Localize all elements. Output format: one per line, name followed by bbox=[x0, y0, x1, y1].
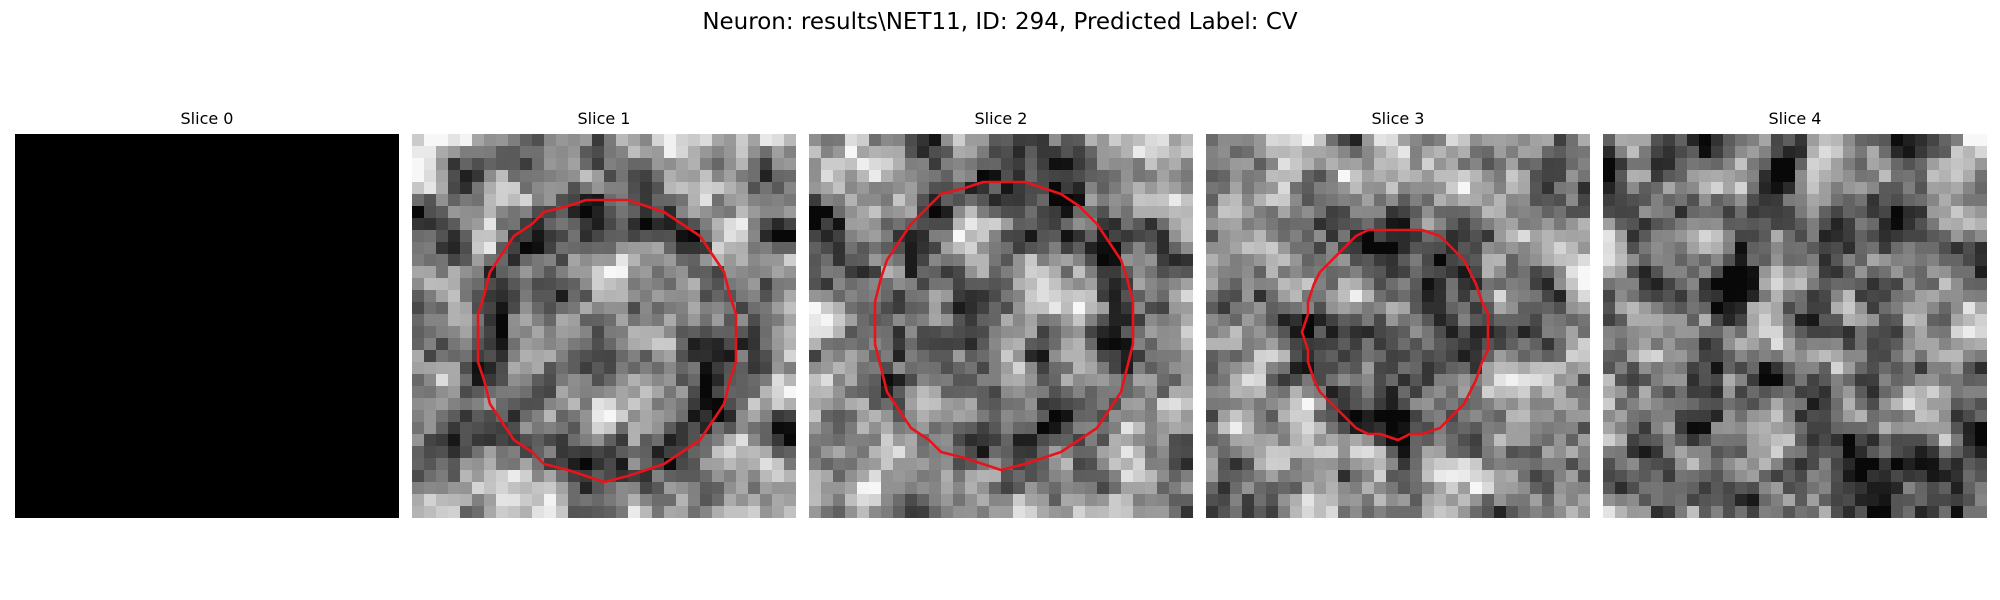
slice-title: Slice 0 bbox=[180, 109, 234, 128]
slice-image bbox=[1603, 134, 1987, 518]
slice-image bbox=[809, 134, 1193, 518]
figure-title: Neuron: results\NET11, ID: 294, Predicte… bbox=[702, 9, 1298, 35]
slice-pixels bbox=[1603, 134, 1987, 518]
slice-pixels bbox=[809, 134, 1193, 518]
slice-title: Slice 2 bbox=[974, 109, 1028, 128]
slice-panel-4: Slice 4 bbox=[1603, 107, 1987, 527]
slice-panel-0: Slice 0 bbox=[15, 107, 399, 527]
slice-panel-3: Slice 3 bbox=[1206, 107, 1590, 527]
slice-background bbox=[15, 134, 399, 518]
slice-image bbox=[1206, 134, 1590, 518]
segmentation-contour bbox=[476, 198, 738, 484]
slice-title: Slice 1 bbox=[577, 109, 631, 128]
segmentation-contour bbox=[873, 180, 1135, 472]
slice-panel-2: Slice 2 bbox=[809, 107, 1193, 527]
slice-panel-1: Slice 1 bbox=[412, 107, 796, 527]
segmentation-contour bbox=[1300, 228, 1490, 442]
slice-pixels bbox=[1206, 134, 1590, 518]
slice-image bbox=[412, 134, 796, 518]
slice-title: Slice 3 bbox=[1371, 109, 1425, 128]
slice-pixels bbox=[412, 134, 796, 518]
slice-image bbox=[15, 134, 399, 518]
slice-title: Slice 4 bbox=[1768, 109, 1822, 128]
